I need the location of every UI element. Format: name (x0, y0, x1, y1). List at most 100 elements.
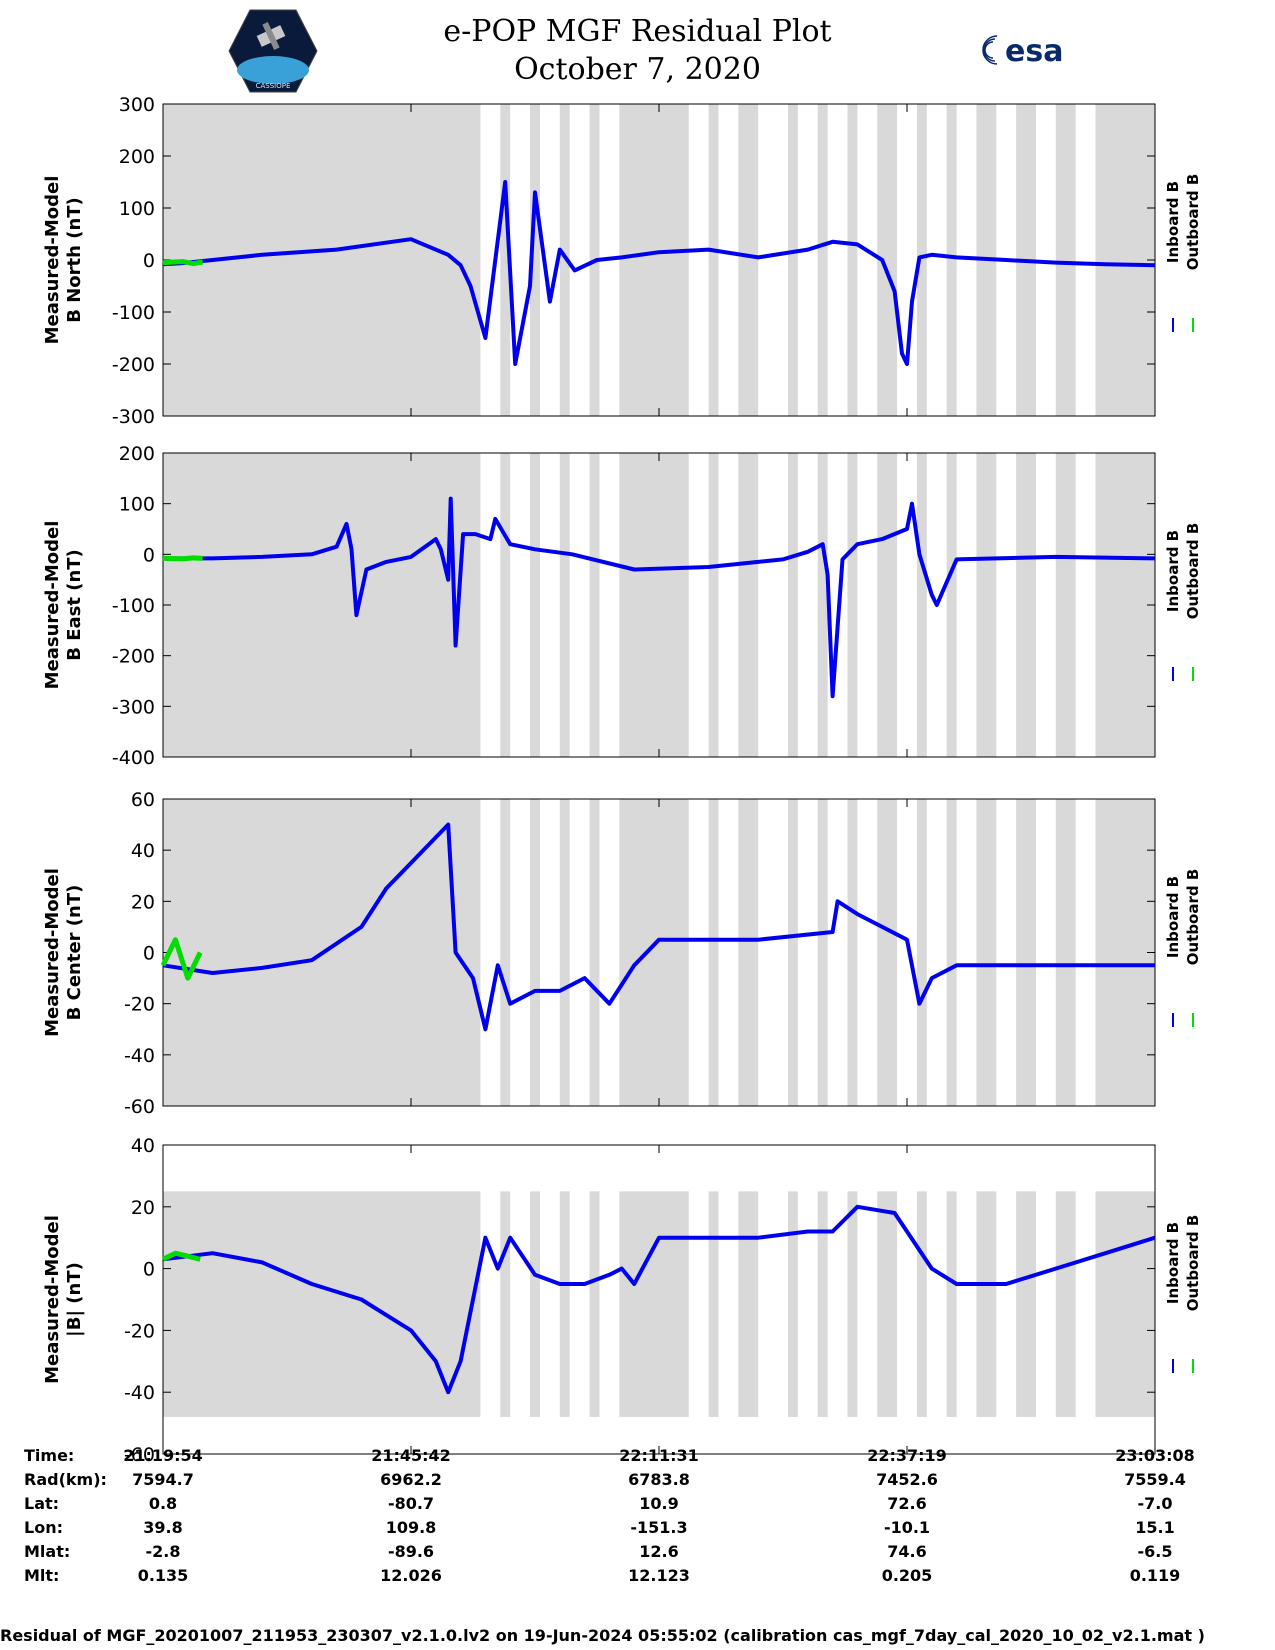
ytick-label: -300 (112, 696, 155, 718)
shade-band-11 (877, 799, 898, 1106)
shade-band-7 (738, 799, 759, 1106)
shade-band-10 (847, 453, 858, 757)
shade-band-8 (787, 104, 798, 416)
shade-band-13 (946, 104, 957, 416)
legend-label-outboard: Outboard B (1184, 869, 1202, 966)
legend-label-outboard: Outboard B (1184, 1215, 1202, 1312)
col0-lon: 39.8 (143, 1518, 183, 1537)
shade-band-5 (619, 1191, 689, 1417)
ytick-label: -40 (124, 1382, 155, 1404)
shade-band-3 (559, 453, 570, 757)
shade-band-10 (847, 1191, 858, 1417)
label-time: Time: (24, 1446, 75, 1465)
footer-caption: Residual of MGF_20201007_211953_230307_v… (0, 1626, 1205, 1645)
shade-band-3 (559, 799, 570, 1106)
shade-band-9 (817, 453, 828, 757)
ytick-label: -200 (112, 354, 155, 376)
svg-text:CASSIOPE: CASSIOPE (256, 82, 291, 90)
ytick-label: 300 (119, 94, 155, 116)
col2-time: 22:11:31 (619, 1446, 699, 1465)
shade-band-1 (500, 1191, 511, 1417)
shade-band-2 (530, 104, 540, 416)
legend-label-outboard: Outboard B (1184, 174, 1202, 271)
ytick-label: -100 (112, 595, 155, 617)
shade-band-5 (619, 453, 689, 757)
title-line-1: e-POP MGF Residual Plot (443, 14, 832, 49)
col1-lat: -80.7 (387, 1494, 435, 1513)
col1-mlat: -89.6 (387, 1542, 435, 1561)
series-inboard-line (162, 180, 1156, 366)
ytick-label: -300 (112, 406, 155, 428)
ylabel-line-2: B North (nT) (64, 197, 85, 323)
ytick-label: 100 (119, 198, 155, 220)
shade-band-15 (1016, 1191, 1036, 1417)
shade-band-14 (976, 1191, 997, 1417)
shade-band-7 (738, 453, 759, 757)
shade-band-14 (976, 453, 997, 757)
ylabel-line-2: B East (nT) (64, 549, 85, 661)
col0-mlat: -2.8 (145, 1542, 181, 1561)
col3-rad: 7452.6 (876, 1470, 938, 1489)
shade-band-13 (946, 1191, 957, 1417)
label-mlat: Mlat: (24, 1542, 71, 1561)
shade-band-2 (530, 453, 540, 757)
series-outboard-line (160, 937, 203, 981)
ytick-label: 200 (119, 146, 155, 168)
col3-mlat: 74.6 (887, 1542, 927, 1561)
col4-mlat: -6.5 (1137, 1542, 1173, 1561)
shade-band-12 (916, 799, 927, 1106)
shade-band-5 (619, 799, 689, 1106)
shade-band-1 (500, 799, 511, 1106)
shade-band-15 (1016, 453, 1036, 757)
ytick-label: -40 (124, 1045, 155, 1067)
series-outboard-line (162, 259, 204, 267)
shade-band-11 (877, 453, 898, 757)
col4-mlt: 0.119 (1129, 1566, 1181, 1585)
label-rad: Rad(km): (24, 1470, 107, 1489)
series-inboard-line (162, 822, 1155, 1032)
shade-band-8 (787, 1191, 798, 1417)
shade-band-1 (500, 104, 511, 416)
panel-total: 40 20 0 -20 -40 -60 Measured-Model |B| (nT) Inbo… (42, 1135, 1202, 1466)
ytick-label: 40 (131, 840, 155, 862)
col1-lon: 109.8 (385, 1518, 437, 1537)
ytick-label: 60 (131, 789, 155, 811)
shade-band-7 (738, 104, 759, 416)
ylabel-line-1: Measured-Model (42, 521, 63, 690)
ylabel-line-1: Measured-Model (42, 868, 63, 1037)
shade-band-8 (787, 453, 798, 757)
shade-band-17 (1095, 799, 1155, 1106)
shade-band-1 (500, 453, 511, 757)
shade-band-11 (877, 1191, 898, 1417)
shade-band-9 (817, 1191, 828, 1417)
col3-lon: -10.1 (883, 1518, 931, 1537)
label-lat: Lat: (24, 1494, 60, 1513)
shade-band-7 (738, 1191, 759, 1417)
shade-band-8 (787, 799, 798, 1106)
shade-band-12 (916, 453, 927, 757)
panel-east: 200 100 0 -100 -200 -300 -400 Measured-Model B E… (42, 443, 1202, 769)
ytick-label: 20 (131, 1197, 155, 1219)
ytick-label: -400 (112, 747, 155, 769)
shade-band-17 (1095, 453, 1155, 757)
shade-band-13 (946, 453, 957, 757)
col3-lat: 72.6 (887, 1494, 927, 1513)
ytick-label: -200 (112, 646, 155, 668)
shade-band-12 (916, 1191, 927, 1417)
legend-label-inboard: Inboard B (1164, 530, 1182, 612)
series-inboard-line (163, 496, 1156, 699)
col2-lat: 10.9 (639, 1494, 679, 1513)
ytick-label: -100 (112, 302, 155, 324)
shade-band-4 (589, 1191, 600, 1417)
legend-label-inboard: Inboard B (1164, 876, 1182, 958)
ytick-label: 0 (143, 250, 155, 272)
series-outboard-line (162, 555, 203, 562)
cassiope-logo: CASSIOPE (228, 9, 318, 93)
ytick-label: 100 (119, 494, 155, 516)
ytick-label: -20 (124, 994, 155, 1016)
col1-time: 21:45:42 (371, 1446, 451, 1465)
shade-band-16 (1055, 453, 1076, 757)
shade-band-15 (1016, 799, 1036, 1106)
shade-band-9 (817, 104, 828, 416)
shade-band-6 (708, 799, 719, 1106)
